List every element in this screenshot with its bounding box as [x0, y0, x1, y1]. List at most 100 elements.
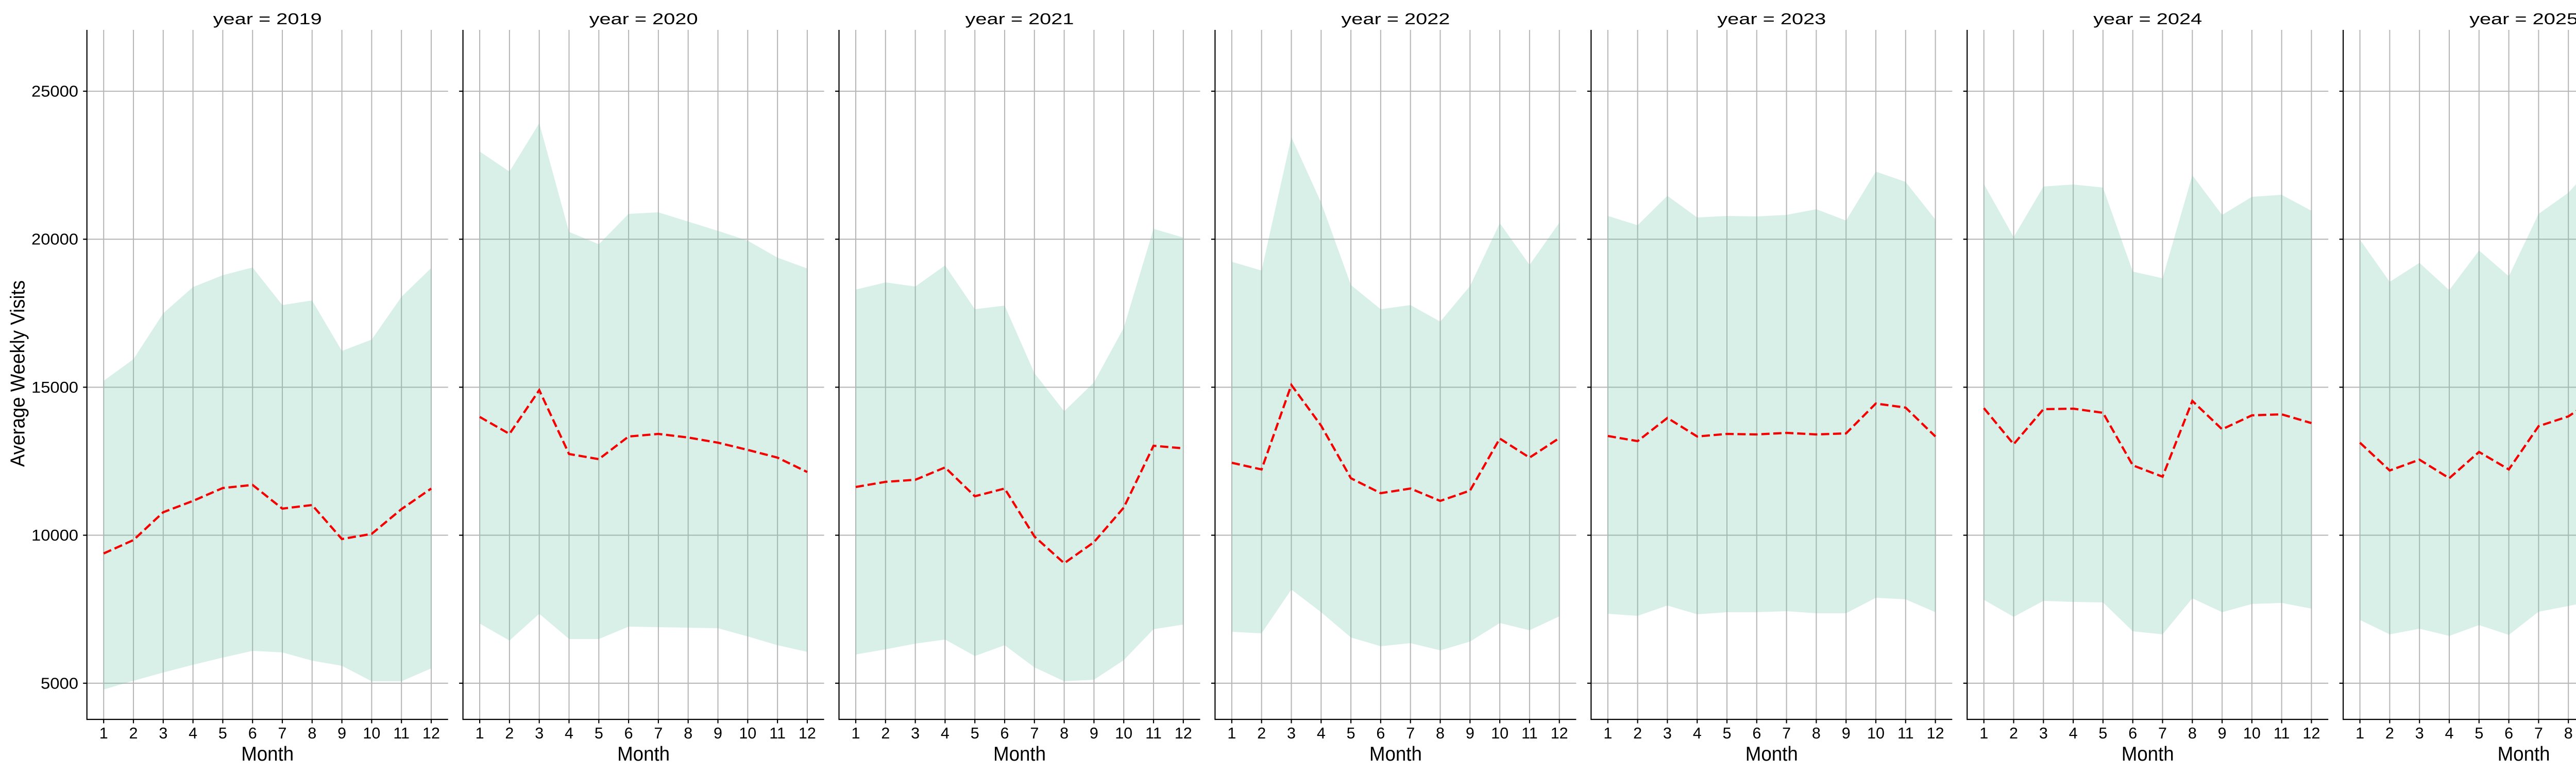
svg-text:year = 2020: year = 2020	[589, 10, 698, 28]
svg-text:12: 12	[422, 725, 440, 742]
svg-text:11: 11	[1145, 725, 1162, 742]
svg-text:2: 2	[1633, 725, 1642, 742]
svg-text:10: 10	[1115, 725, 1132, 742]
svg-text:12: 12	[799, 725, 816, 742]
svg-text:Month: Month	[1369, 743, 1422, 765]
svg-text:1: 1	[99, 725, 108, 742]
svg-text:11: 11	[1521, 725, 1538, 742]
svg-text:5: 5	[595, 725, 603, 742]
svg-text:8: 8	[684, 725, 692, 742]
svg-text:4: 4	[1693, 725, 1702, 742]
svg-text:Month: Month	[993, 743, 1046, 765]
svg-text:4: 4	[941, 725, 950, 742]
svg-text:1: 1	[2355, 725, 2364, 742]
svg-text:Month: Month	[2122, 743, 2174, 765]
svg-text:8: 8	[1436, 725, 1445, 742]
svg-text:8: 8	[2188, 725, 2197, 742]
svg-text:year = 2021: year = 2021	[965, 10, 1074, 28]
svg-text:2: 2	[2009, 725, 2018, 742]
svg-text:9: 9	[337, 725, 346, 742]
svg-text:7: 7	[2534, 725, 2543, 742]
svg-text:year = 2019: year = 2019	[213, 10, 322, 28]
svg-text:8: 8	[2564, 725, 2573, 742]
svg-text:4: 4	[1317, 725, 1326, 742]
svg-text:7: 7	[278, 725, 287, 742]
svg-text:12: 12	[1551, 725, 1568, 742]
svg-text:10: 10	[1867, 725, 1885, 742]
svg-text:6: 6	[2128, 725, 2137, 742]
svg-text:6: 6	[1001, 725, 1009, 742]
svg-text:5: 5	[1347, 725, 1355, 742]
svg-text:5: 5	[971, 725, 979, 742]
svg-text:7: 7	[1782, 725, 1791, 742]
svg-text:4: 4	[189, 725, 197, 742]
svg-text:9: 9	[1842, 725, 1851, 742]
svg-text:6: 6	[624, 725, 633, 742]
svg-text:6: 6	[1752, 725, 1761, 742]
svg-text:3: 3	[911, 725, 920, 742]
svg-text:8: 8	[1812, 725, 1821, 742]
svg-text:7: 7	[2158, 725, 2167, 742]
svg-text:3: 3	[159, 725, 167, 742]
svg-text:year = 2023: year = 2023	[1717, 10, 1826, 28]
svg-text:8: 8	[308, 725, 316, 742]
svg-text:11: 11	[2274, 725, 2290, 742]
svg-text:1: 1	[1979, 725, 1988, 742]
svg-text:1: 1	[1227, 725, 1236, 742]
svg-text:9: 9	[1466, 725, 1475, 742]
svg-text:9: 9	[2218, 725, 2227, 742]
svg-text:10000: 10000	[31, 527, 78, 544]
svg-text:Average Weekly Visits: Average Weekly Visits	[7, 280, 29, 467]
svg-text:year = 2025: year = 2025	[2469, 10, 2576, 28]
svg-text:Month: Month	[617, 743, 670, 765]
svg-text:5: 5	[2475, 725, 2483, 742]
svg-text:2: 2	[1257, 725, 1266, 742]
svg-text:10: 10	[739, 725, 756, 742]
svg-text:10: 10	[1491, 725, 1509, 742]
svg-text:2: 2	[505, 725, 514, 742]
svg-text:2: 2	[2385, 725, 2394, 742]
svg-text:12: 12	[1927, 725, 1944, 742]
svg-text:6: 6	[2504, 725, 2513, 742]
svg-text:20000: 20000	[31, 231, 78, 248]
svg-text:7: 7	[1030, 725, 1039, 742]
svg-text:Month: Month	[1745, 743, 1798, 765]
svg-text:year = 2024: year = 2024	[2093, 10, 2202, 28]
svg-text:3: 3	[535, 725, 544, 742]
svg-text:4: 4	[2445, 725, 2454, 742]
svg-text:5000: 5000	[41, 675, 78, 692]
svg-text:Month: Month	[241, 743, 294, 765]
svg-text:6: 6	[248, 725, 257, 742]
svg-text:2: 2	[129, 725, 138, 742]
svg-text:3: 3	[2415, 725, 2424, 742]
svg-text:8: 8	[1060, 725, 1069, 742]
svg-text:12: 12	[2303, 725, 2320, 742]
svg-text:3: 3	[1663, 725, 1672, 742]
svg-text:1: 1	[476, 725, 484, 742]
svg-text:9: 9	[714, 725, 722, 742]
svg-text:10: 10	[363, 725, 380, 742]
svg-text:1: 1	[852, 725, 860, 742]
svg-text:7: 7	[654, 725, 663, 742]
svg-text:1: 1	[1603, 725, 1612, 742]
svg-text:4: 4	[2069, 725, 2078, 742]
svg-text:11: 11	[1897, 725, 1914, 742]
svg-text:25000: 25000	[31, 83, 78, 100]
svg-text:12: 12	[1175, 725, 1192, 742]
svg-text:5: 5	[2098, 725, 2107, 742]
svg-text:5: 5	[218, 725, 227, 742]
svg-text:11: 11	[393, 725, 410, 742]
svg-text:10: 10	[2243, 725, 2261, 742]
svg-text:3: 3	[1287, 725, 1296, 742]
svg-text:6: 6	[1376, 725, 1385, 742]
svg-text:2: 2	[881, 725, 890, 742]
svg-text:15000: 15000	[31, 379, 78, 396]
svg-text:year = 2022: year = 2022	[1341, 10, 1450, 28]
svg-text:4: 4	[565, 725, 573, 742]
svg-text:7: 7	[1406, 725, 1415, 742]
svg-text:9: 9	[1090, 725, 1098, 742]
svg-text:3: 3	[2039, 725, 2048, 742]
svg-text:5: 5	[1723, 725, 1732, 742]
svg-text:11: 11	[769, 725, 786, 742]
svg-text:Month: Month	[2498, 743, 2550, 765]
